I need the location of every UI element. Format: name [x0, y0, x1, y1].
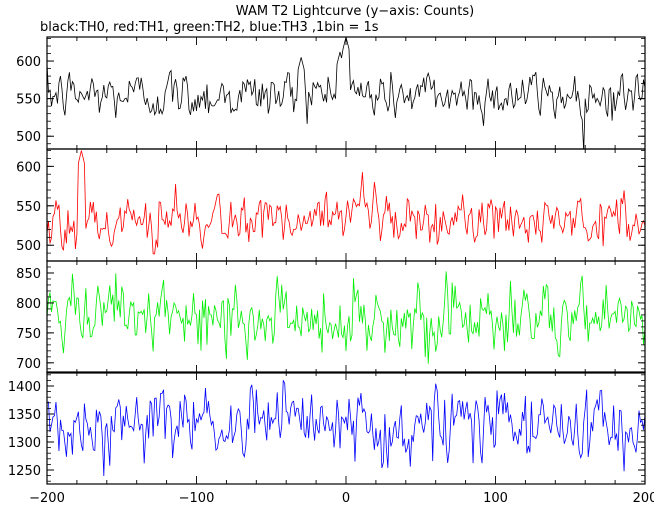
panel-frame — [46, 260, 646, 374]
panel-th0: 500 550 600 — [16, 36, 646, 150]
y-tick-label: 800 — [16, 297, 41, 312]
y-tick-label: 750 — [16, 327, 41, 342]
x-axis: −200 −100 0 100 200 — [29, 491, 654, 505]
y-tick-label: 1250 — [8, 464, 41, 479]
y-tick-label: 600 — [16, 55, 41, 70]
series-line-th1 — [47, 150, 645, 255]
y-tick-label: 1400 — [8, 380, 41, 395]
panel-th2: 700 750 800 850 — [16, 260, 646, 374]
x-tick-label: 100 — [483, 491, 508, 505]
x-tick-label: 200 — [633, 491, 654, 505]
y-tick-label: 1350 — [8, 408, 41, 423]
panel-frame — [46, 36, 646, 150]
panels-group: 500 550 600 500 550 600 700 750 800 850 1250 1300 13… — [8, 36, 646, 485]
y-tick-label: 1300 — [8, 436, 41, 451]
y-tick-label: 500 — [16, 239, 41, 254]
y-tick-label: 600 — [16, 160, 41, 175]
series-line-th0 — [47, 37, 645, 149]
series-line-th3 — [47, 380, 645, 477]
panel-th1: 500 550 600 — [16, 148, 646, 262]
y-tick-label: 700 — [16, 357, 41, 372]
y-tick-label: 550 — [16, 200, 41, 215]
panel-th3: 1250 1300 1350 1400 — [8, 371, 646, 485]
panel-frame — [46, 371, 646, 485]
x-tick-label: −200 — [29, 491, 65, 505]
x-tick-label: −100 — [179, 491, 215, 505]
series-line-th2 — [47, 271, 645, 364]
y-tick-label: 850 — [16, 267, 41, 282]
x-tick-label: 0 — [342, 491, 350, 505]
y-tick-label: 500 — [16, 130, 41, 145]
chart-title: WAM T2 Lightcurve (y−axis: Counts) — [236, 4, 474, 19]
y-tick-label: 550 — [16, 93, 41, 108]
chart-subtitle: black:TH0, red:TH1, green:TH2, blue:TH3 … — [40, 20, 379, 35]
panel-frame — [46, 148, 646, 262]
